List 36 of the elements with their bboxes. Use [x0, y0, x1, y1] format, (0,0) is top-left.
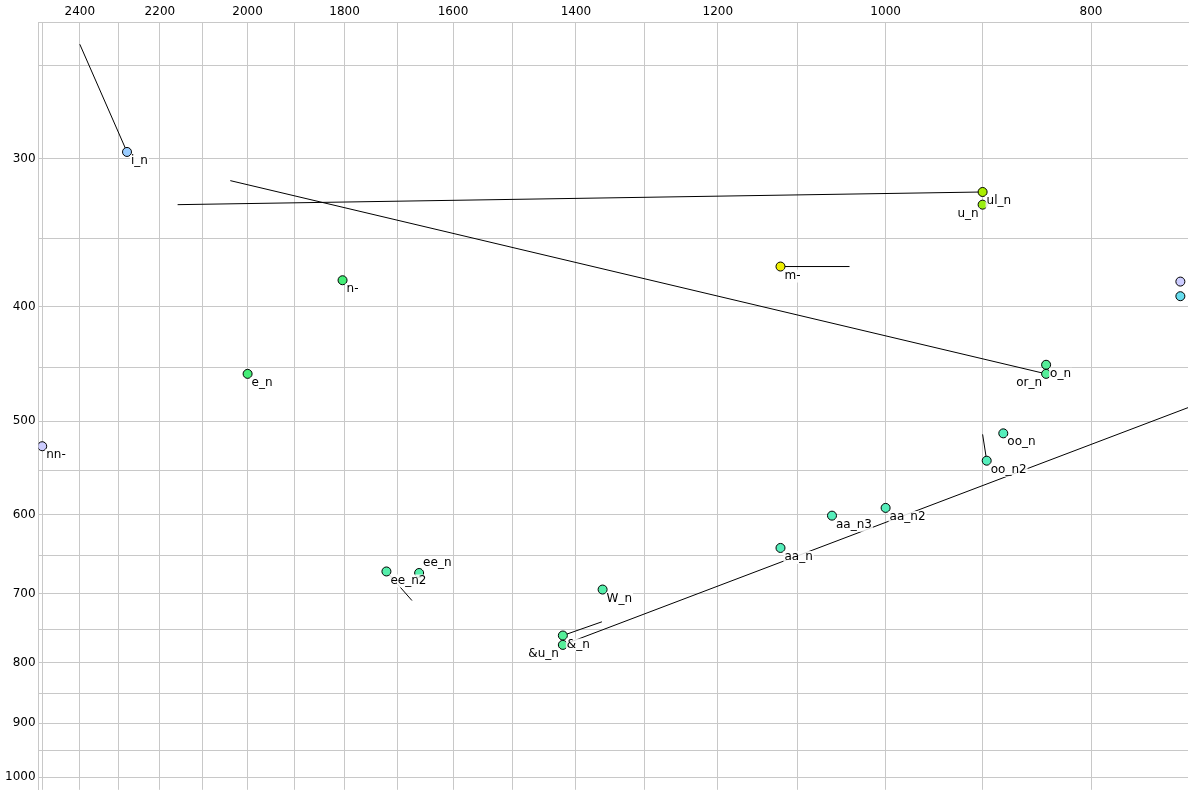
annotation: &u_n [528, 646, 559, 661]
x-tick-label: 1000 [870, 4, 901, 19]
annotation: or_n [1016, 374, 1043, 389]
annotation: ul_n [986, 193, 1012, 208]
annotation: n- [346, 281, 359, 296]
annotation: u_n [957, 205, 979, 220]
x-tick-label: 1400 [560, 4, 592, 19]
annotation: &_n [566, 636, 590, 651]
y-tick-label: 700 [12, 586, 36, 601]
y-tick-label: 400 [12, 298, 36, 313]
annotation: oo_n [1007, 434, 1036, 449]
annotation: ee_n2 [390, 572, 427, 587]
x-tick-label: 2000 [232, 4, 263, 19]
y-tick-label: 600 [12, 506, 36, 521]
annotation: nn- [46, 447, 66, 462]
annotation: aa_n [784, 549, 813, 564]
x-tick-label: 1800 [329, 4, 360, 19]
x-tick-label: 800 [1079, 4, 1103, 19]
annotation: i_n [131, 153, 148, 168]
annotation: oo_n2 [990, 461, 1027, 476]
annotation: aa_n2 [889, 509, 926, 524]
annotation: aa_n3 [835, 516, 872, 531]
annotation: o_n [1050, 365, 1072, 380]
x-tick-label: 1600 [437, 4, 469, 19]
y-tick-label: 300 [12, 150, 36, 165]
x-tick-label: 2200 [144, 4, 176, 19]
y-tick-label: 1000 [4, 769, 36, 784]
y-tick-label: 500 [12, 413, 36, 428]
annotation: ee_n [423, 555, 452, 570]
y-tick-label: 800 [12, 654, 36, 669]
x-tick-label: 1200 [702, 4, 734, 19]
x-tick-label: 2400 [64, 4, 96, 19]
annotation: m- [784, 267, 801, 282]
annotation: W_n [606, 590, 633, 605]
annotation: e_n [251, 374, 273, 389]
y-tick-label: 900 [12, 715, 36, 730]
